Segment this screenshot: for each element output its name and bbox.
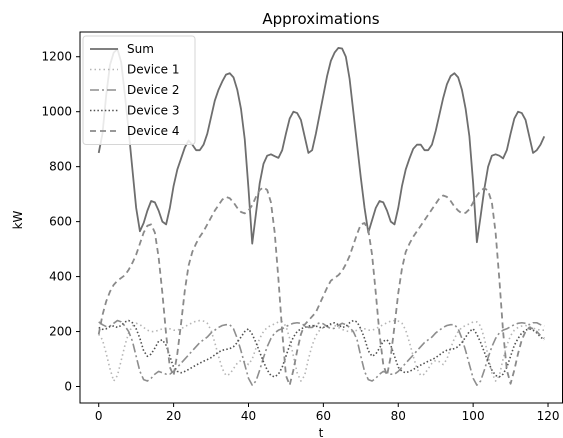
series-line-sum xyxy=(97,47,546,245)
legend-label: Sum xyxy=(127,42,154,56)
series-line-device-2 xyxy=(98,319,545,386)
y-tick-label: 800 xyxy=(49,160,72,174)
legend-label: Device 2 xyxy=(127,83,180,97)
x-axis: 0 20 40 60 80 100 120 xyxy=(95,403,560,423)
y-tick-label: 400 xyxy=(49,270,72,284)
series-line-device-3 xyxy=(98,319,545,378)
y-tick-label: 600 xyxy=(49,215,72,229)
y-tick-label: 0 xyxy=(64,380,72,394)
x-tick-label: 60 xyxy=(316,409,331,423)
y-tick-label: 1000 xyxy=(41,105,72,119)
y-axis-label: kW xyxy=(11,210,25,229)
x-tick-label: 100 xyxy=(462,409,485,423)
legend-label: Device 3 xyxy=(127,104,180,118)
legend-label: Device 1 xyxy=(127,63,180,77)
x-axis-label: t xyxy=(319,426,324,438)
x-tick-label: 120 xyxy=(537,409,560,423)
x-tick-label: 40 xyxy=(241,409,256,423)
legend: Sum Device 1 Device 2 Device 3 Device 4 xyxy=(82,35,196,145)
legend-box xyxy=(82,35,196,145)
y-axis: 0 200 400 600 800 1000 1200 xyxy=(41,50,80,394)
series-line-device-4 xyxy=(97,186,545,387)
x-tick-label: 80 xyxy=(391,409,406,423)
y-tick-label: 200 xyxy=(49,325,72,339)
x-tick-label: 20 xyxy=(166,409,181,423)
x-tick-label: 0 xyxy=(95,409,103,423)
y-tick-label: 1200 xyxy=(41,50,72,64)
chart-title: Approximations xyxy=(262,10,379,28)
legend-label: Device 4 xyxy=(127,124,180,138)
series-layer xyxy=(97,47,546,387)
